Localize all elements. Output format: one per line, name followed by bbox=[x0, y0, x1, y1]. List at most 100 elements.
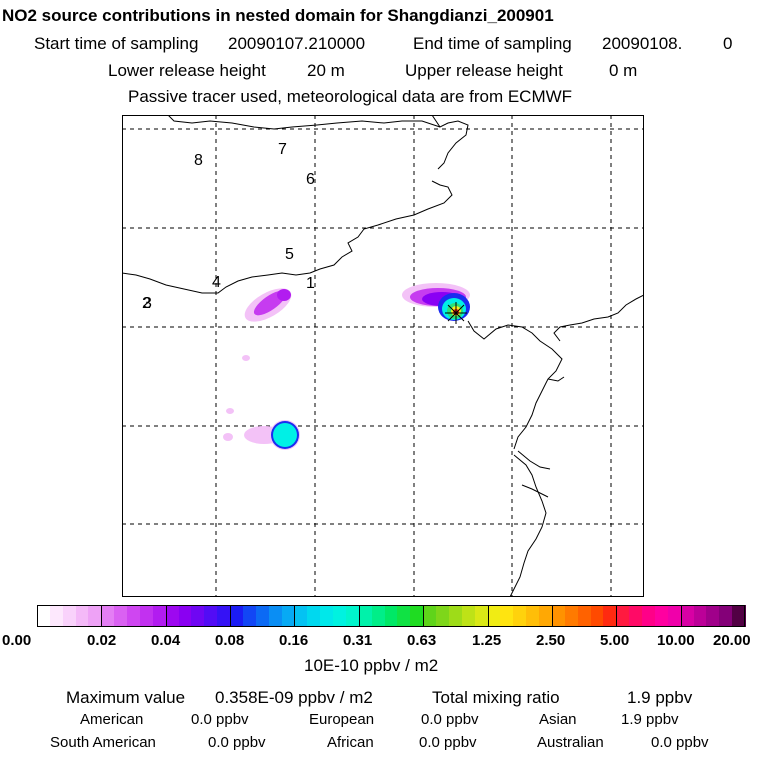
colorbar-cell bbox=[539, 605, 553, 627]
colorbar-cell bbox=[500, 605, 514, 627]
colorbar-divider bbox=[166, 605, 167, 627]
colorbar-cell bbox=[230, 605, 244, 627]
colorbar-divider bbox=[681, 605, 682, 627]
colorbar-cell bbox=[75, 605, 90, 627]
colorbar-cell bbox=[358, 605, 373, 627]
colorbar-divider bbox=[616, 605, 617, 627]
colorbar bbox=[37, 605, 746, 627]
colorbar-divider bbox=[552, 605, 553, 627]
region-name-african: African bbox=[327, 734, 374, 751]
colorbar-cell bbox=[642, 605, 656, 627]
colorbar-cell bbox=[654, 605, 669, 627]
colorbar-cell bbox=[551, 605, 566, 627]
colorbar-cell bbox=[114, 605, 128, 627]
plume-west bbox=[244, 288, 292, 322]
region-value-african: 0.0 ppbv bbox=[419, 734, 477, 751]
region-label-8: 8 bbox=[194, 152, 203, 169]
colorbar-divider bbox=[230, 605, 231, 627]
region-value-american: 0.0 ppbv bbox=[191, 711, 249, 728]
station-star-icon bbox=[445, 302, 467, 324]
colorbar-cell bbox=[616, 605, 630, 627]
region-value-south-american: 0.0 ppbv bbox=[208, 734, 266, 751]
region-name-american: American bbox=[80, 711, 144, 728]
colorbar-cell bbox=[693, 605, 707, 627]
region-label-4: 4 bbox=[212, 274, 221, 291]
colorbar-cell bbox=[526, 605, 540, 627]
colorbar-unit: 10E-10 ppbv / m2 bbox=[304, 656, 439, 675]
colorbar-cell bbox=[62, 605, 77, 627]
colorbar-tick-2: 0.04 bbox=[151, 632, 181, 649]
colorbar-tick-7: 1.25 bbox=[472, 632, 502, 649]
colorbar-tick-11: 20.00 bbox=[713, 632, 751, 649]
colorbar-cell bbox=[680, 605, 695, 627]
colorbar-cell bbox=[307, 605, 321, 627]
colorbar-cell bbox=[255, 605, 270, 627]
colorbar-divider bbox=[423, 605, 424, 627]
colorbar-cell bbox=[719, 605, 733, 627]
colorbar-tick-9: 5.00 bbox=[600, 632, 630, 649]
region-name-australian: Australian bbox=[537, 734, 604, 751]
region-name-south-american: South American bbox=[50, 734, 156, 751]
colorbar-tick-10: 10.00 bbox=[657, 632, 695, 649]
colorbar-cell bbox=[191, 605, 205, 627]
colorbar-cell bbox=[152, 605, 167, 627]
colorbar-cell bbox=[487, 605, 501, 627]
colorbar-cell bbox=[165, 605, 180, 627]
colorbar-tick-0: 0.00 bbox=[2, 632, 32, 649]
colorbar-cell bbox=[629, 605, 643, 627]
colorbar-cell bbox=[371, 605, 386, 627]
region-value-asian: 1.9 ppbv bbox=[621, 711, 679, 728]
colorbar-cell bbox=[706, 605, 720, 627]
colorbar-frame bbox=[37, 605, 745, 627]
colorbar-cell bbox=[590, 605, 604, 627]
region-label-6: 6 bbox=[306, 171, 315, 188]
colorbar-cell bbox=[178, 605, 193, 627]
plume-station bbox=[402, 283, 470, 321]
total-mixing-value: 1.9 ppbv bbox=[627, 688, 693, 707]
colorbar-cell bbox=[88, 605, 102, 627]
colorbar-tick-1: 0.02 bbox=[87, 632, 117, 649]
colorbar-cell bbox=[732, 605, 746, 627]
region-name-european: European bbox=[309, 711, 375, 728]
colorbar-cell bbox=[294, 605, 308, 627]
colorbar-cell bbox=[410, 605, 424, 627]
colorbar-cell bbox=[101, 605, 115, 627]
colorbar-cell bbox=[461, 605, 476, 627]
colorbar-cell bbox=[242, 605, 257, 627]
region-name-asian: Asian bbox=[539, 711, 577, 728]
colorbar-cell bbox=[204, 605, 218, 627]
model-note: Passive tracer used, meteorological data… bbox=[128, 87, 573, 106]
colorbar-cell bbox=[448, 605, 463, 627]
colorbar-cell bbox=[49, 605, 64, 627]
colorbar-cell bbox=[217, 605, 231, 627]
colorbar-divider bbox=[101, 605, 102, 627]
coastline bbox=[122, 115, 644, 597]
colorbar-cell bbox=[397, 605, 411, 627]
colorbar-cell bbox=[513, 605, 527, 627]
map-panel: 1 2 3 4 5 6 7 8 bbox=[122, 115, 644, 597]
region-value-european: 0.0 ppbv bbox=[421, 711, 479, 728]
region-labels: 1 2 3 4 5 6 7 8 bbox=[142, 141, 315, 312]
colorbar-cell bbox=[577, 605, 592, 627]
colorbar-tick-8: 2.50 bbox=[536, 632, 566, 649]
region-label-3: 3 bbox=[143, 295, 152, 312]
plume-southwest bbox=[223, 355, 300, 450]
plot-title: NO2 source contributions in nested domai… bbox=[2, 6, 554, 25]
colorbar-tick-4: 0.16 bbox=[279, 632, 309, 649]
colorbar-cell bbox=[127, 605, 141, 627]
upper-release-value: 0 m bbox=[609, 61, 638, 80]
colorbar-divider bbox=[294, 605, 295, 627]
max-value-label: Maximum value bbox=[66, 688, 186, 707]
end-time-label: End time of sampling bbox=[413, 34, 572, 53]
start-time-value: 20090107.210000 bbox=[228, 34, 366, 53]
colorbar-cell bbox=[436, 605, 450, 627]
upper-release-label: Upper release height bbox=[405, 61, 563, 80]
colorbar-cell bbox=[139, 605, 154, 627]
colorbar-cell bbox=[603, 605, 617, 627]
end-time-value: 20090108. bbox=[602, 34, 683, 53]
colorbar-cell bbox=[281, 605, 296, 627]
region-value-australian: 0.0 ppbv bbox=[651, 734, 709, 751]
colorbar-cell bbox=[333, 605, 347, 627]
start-time-label: Start time of sampling bbox=[34, 34, 199, 53]
colorbar-cell bbox=[345, 605, 360, 627]
